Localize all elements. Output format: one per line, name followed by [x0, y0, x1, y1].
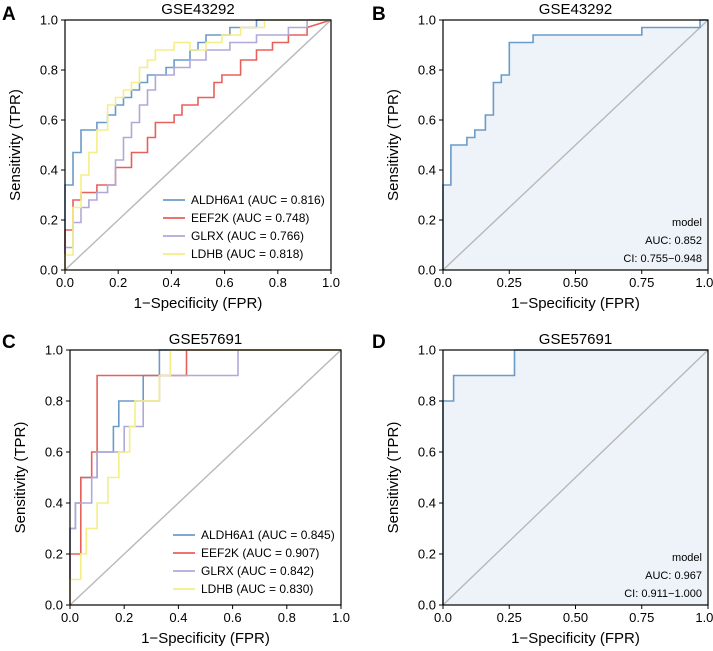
x-tick-label: 1.0: [332, 610, 350, 625]
y-tick-label: 0.4: [418, 163, 436, 178]
x-tick-label: 0.75: [629, 275, 654, 290]
legend-entry-glrx: GLRX (AUC = 0.766): [191, 229, 304, 243]
legend-entry-eef2k: EEF2K (AUC = 0.748): [191, 211, 309, 225]
x-tick-label: 0.0: [434, 610, 452, 625]
roc-line-glrx: [64, 19, 331, 270]
y-tick-label: 0.2: [40, 213, 58, 228]
x-axis-label: 1−Specificity (FPR): [141, 630, 270, 647]
x-tick-label: 0.0: [56, 275, 74, 290]
x-tick-label: 1.00: [695, 610, 713, 625]
y-tick-label: 0.8: [45, 394, 63, 409]
y-tick-label: 0.6: [418, 445, 436, 460]
x-tick-label: 0.8: [269, 275, 287, 290]
diagonal-reference-line: [69, 349, 342, 606]
x-tick-label: 0.25: [497, 275, 522, 290]
roc-line-ldhb: [69, 349, 341, 605]
y-tick-label: 1.0: [40, 13, 58, 28]
x-axis-label: 1−Specificity (FPR): [511, 630, 640, 647]
chart-title: GSE43292: [161, 1, 234, 18]
legend-entry-glrx: GLRX (AUC = 0.842): [201, 564, 314, 578]
roc-line-eef2k: [69, 349, 341, 605]
x-tick-label: 0.2: [115, 610, 133, 625]
roc-line-ldhb: [64, 19, 331, 270]
panel-a: A GSE43292 0.0 0.2 0.4 0.6 0.8 1.0 0.0 0.2 0.4 0.6 0…: [2, 1, 340, 312]
legend-entry-eef2k: EEF2K (AUC = 0.907): [201, 546, 319, 560]
chart-title: GSE43292: [539, 1, 612, 18]
legend: ALDH6A1 (AUC = 0.816) EEF2K (AUC = 0.748)…: [163, 193, 325, 261]
x-tick-label: 0.25: [497, 610, 522, 625]
y-tick-label: 0.0: [45, 598, 63, 613]
y-tick-label: 0.6: [40, 113, 58, 128]
x-tick-label: 0.4: [162, 275, 180, 290]
y-tick-label: 0.0: [40, 263, 58, 278]
y-axis-label: Sensitivity (TPR): [385, 422, 402, 534]
y-tick-label: 0.6: [418, 113, 436, 128]
y-tick-label: 0.2: [45, 547, 63, 562]
y-tick-label: 0.2: [418, 547, 436, 562]
annotation-model: model: [672, 217, 702, 229]
y-tick-label: 1.0: [45, 343, 63, 358]
plot-frame: [69, 349, 342, 606]
y-tick-label: 0.8: [40, 63, 58, 78]
x-tick-label: 1.00: [695, 275, 713, 290]
legend: ALDH6A1 (AUC = 0.845) EEF2K (AUC = 0.907)…: [173, 528, 335, 596]
y-tick-label: 0.4: [418, 496, 436, 511]
legend-entry-aldh6a1: ALDH6A1 (AUC = 0.816): [191, 193, 325, 207]
x-tick-label: 1.0: [322, 275, 340, 290]
y-tick-label: 0.4: [40, 163, 58, 178]
panel-label: A: [2, 4, 16, 25]
y-axis-label: Sensitivity (TPR): [385, 89, 402, 201]
y-tick-label: 0.0: [418, 263, 436, 278]
annotation-auc: AUC: 0.852: [645, 235, 702, 247]
y-tick-label: 0.8: [418, 394, 436, 409]
legend-entry-ldhb: LDHB (AUC = 0.818): [191, 247, 303, 261]
panel-b: B GSE43292 0.0 0.25 0.50 0.75 1.00 0.0 0.2 0.4 0.6…: [372, 1, 713, 312]
chart-title: GSE57691: [169, 331, 242, 348]
x-axis-label: 1−Specificity (FPR): [511, 295, 640, 312]
y-axis-label: Sensitivity (TPR): [12, 422, 29, 534]
roc-line-glrx: [69, 349, 341, 605]
annotation-ci: CI: 0.755−0.948: [623, 253, 702, 265]
legend-entry-aldh6a1: ALDH6A1 (AUC = 0.845): [201, 528, 335, 542]
x-tick-label: 0.0: [434, 275, 452, 290]
plot-frame: [64, 19, 332, 271]
panel-label: D: [372, 332, 386, 353]
x-tick-label: 0.0: [61, 610, 79, 625]
legend-entry-ldhb: LDHB (AUC = 0.830): [201, 582, 313, 596]
y-tick-label: 1.0: [418, 343, 436, 358]
panel-label: B: [372, 4, 386, 25]
annotation-model: model: [672, 552, 702, 564]
diagonal-reference-line: [442, 349, 709, 606]
roc-line-model: [442, 19, 708, 270]
diagonal-reference-line: [442, 19, 709, 271]
annotation-auc: AUC: 0.967: [645, 570, 702, 582]
x-tick-label: 0.8: [278, 610, 296, 625]
y-tick-label: 0.8: [418, 63, 436, 78]
y-tick-label: 0.6: [45, 445, 63, 460]
panel-label: C: [2, 332, 16, 353]
chart-title: GSE57691: [539, 331, 612, 348]
x-tick-label: 0.50: [563, 610, 588, 625]
x-tick-label: 0.75: [629, 610, 654, 625]
diagonal-reference-line: [64, 19, 332, 271]
roc-line-aldh6a1: [64, 19, 331, 270]
annotation-ci: CI: 0.911−1.000: [624, 588, 702, 600]
x-tick-label: 0.50: [563, 275, 588, 290]
panel-c: C GSE57691 0.0 0.2 0.4 0.6 0.8 1.0 0.0 0.2 0.4 0.6 0…: [2, 331, 350, 647]
y-tick-label: 0.2: [418, 213, 436, 228]
y-tick-label: 0.0: [418, 598, 436, 613]
y-axis-label: Sensitivity (TPR): [7, 89, 24, 201]
x-tick-label: 0.2: [109, 275, 127, 290]
x-tick-label: 0.6: [224, 610, 242, 625]
x-axis-label: 1−Specificity (FPR): [134, 295, 263, 312]
panel-d: D GSE57691 0.0 0.25 0.50 0.75 1.00 0.0 0.2 0.4 0.6…: [372, 331, 713, 647]
y-tick-label: 1.0: [418, 13, 436, 28]
y-tick-label: 0.4: [45, 496, 63, 511]
x-tick-label: 0.4: [169, 610, 187, 625]
x-tick-label: 0.6: [216, 275, 234, 290]
